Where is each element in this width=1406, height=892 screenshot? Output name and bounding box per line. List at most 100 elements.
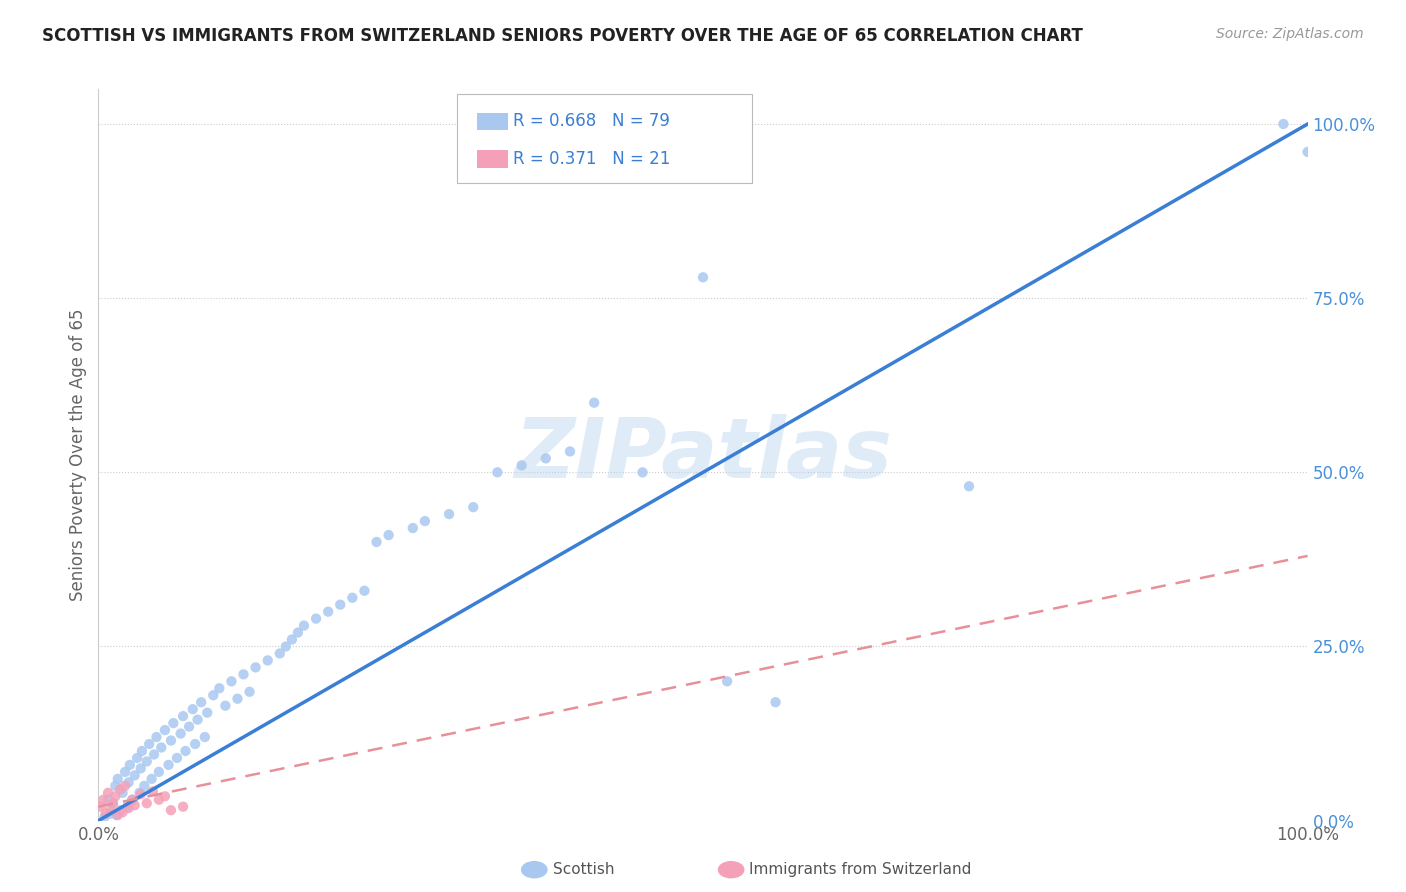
Text: Scottish: Scottish xyxy=(553,863,614,877)
Point xyxy=(510,458,533,473)
Point xyxy=(172,709,194,723)
Point xyxy=(172,799,194,814)
Point xyxy=(184,737,207,751)
Point xyxy=(131,744,153,758)
Point xyxy=(153,723,176,737)
Point xyxy=(145,730,167,744)
Point xyxy=(160,803,183,817)
Point xyxy=(221,674,243,689)
Point xyxy=(124,768,146,782)
Point xyxy=(353,583,375,598)
Point xyxy=(97,793,120,807)
Point xyxy=(187,713,209,727)
Point xyxy=(105,808,128,822)
Y-axis label: Seniors Poverty Over the Age of 65: Seniors Poverty Over the Age of 65 xyxy=(69,309,87,601)
Point xyxy=(765,695,787,709)
Point xyxy=(269,647,291,661)
Point xyxy=(121,793,143,807)
Point xyxy=(631,466,654,480)
Point xyxy=(160,733,183,747)
Text: ZIPatlas: ZIPatlas xyxy=(515,415,891,495)
Point xyxy=(108,803,131,817)
Point xyxy=(124,798,146,813)
Point xyxy=(366,535,388,549)
Point xyxy=(101,796,124,810)
Point xyxy=(90,799,112,814)
Point xyxy=(91,793,114,807)
Point xyxy=(148,764,170,779)
Point xyxy=(305,612,328,626)
Point xyxy=(957,479,980,493)
Point xyxy=(239,685,262,699)
Point xyxy=(118,758,141,772)
Point xyxy=(202,688,225,702)
Point xyxy=(162,716,184,731)
Point xyxy=(377,528,399,542)
Text: R = 0.668   N = 79: R = 0.668 N = 79 xyxy=(513,112,671,130)
Point xyxy=(281,632,304,647)
Point xyxy=(127,751,149,765)
Point xyxy=(97,786,120,800)
Point xyxy=(583,395,606,409)
Point xyxy=(413,514,436,528)
Point xyxy=(1272,117,1295,131)
Point xyxy=(138,737,160,751)
Point xyxy=(534,451,557,466)
Point xyxy=(111,805,134,820)
Point xyxy=(692,270,714,285)
Point xyxy=(195,706,218,720)
Point xyxy=(174,744,197,758)
Text: R = 0.371   N = 21: R = 0.371 N = 21 xyxy=(513,150,671,169)
Point xyxy=(208,681,231,696)
Point xyxy=(169,726,191,740)
Point xyxy=(179,720,201,734)
Point xyxy=(342,591,364,605)
Point xyxy=(402,521,425,535)
Point xyxy=(121,793,143,807)
Point xyxy=(245,660,267,674)
Point xyxy=(150,740,173,755)
Point xyxy=(107,772,129,786)
Point xyxy=(117,799,139,814)
Point xyxy=(101,796,124,810)
Point xyxy=(232,667,254,681)
Point xyxy=(129,761,152,775)
Point xyxy=(1296,145,1319,159)
Point xyxy=(329,598,352,612)
Point xyxy=(135,796,157,810)
Point xyxy=(118,775,141,789)
Point xyxy=(135,755,157,769)
Point xyxy=(118,801,141,815)
Point xyxy=(93,810,115,824)
Point xyxy=(463,500,485,515)
Point xyxy=(134,779,156,793)
Point xyxy=(100,806,122,821)
Point xyxy=(143,747,166,762)
Point xyxy=(181,702,204,716)
Point xyxy=(104,789,127,804)
Point xyxy=(287,625,309,640)
Text: Immigrants from Switzerland: Immigrants from Switzerland xyxy=(749,863,972,877)
Point xyxy=(486,466,509,480)
Point xyxy=(114,779,136,793)
Text: SCOTTISH VS IMMIGRANTS FROM SWITZERLAND SENIORS POVERTY OVER THE AGE OF 65 CORRE: SCOTTISH VS IMMIGRANTS FROM SWITZERLAND … xyxy=(42,27,1083,45)
Point xyxy=(716,674,738,689)
Text: Source: ZipAtlas.com: Source: ZipAtlas.com xyxy=(1216,27,1364,41)
Point xyxy=(100,803,122,817)
Point xyxy=(104,779,127,793)
Point xyxy=(274,640,297,654)
Point xyxy=(128,786,150,800)
Point xyxy=(153,789,176,804)
Point xyxy=(316,605,339,619)
Point xyxy=(437,507,460,521)
Point xyxy=(292,618,315,632)
Point xyxy=(94,806,117,821)
Point xyxy=(129,787,152,801)
Point xyxy=(107,808,129,822)
Point xyxy=(157,758,180,772)
Point xyxy=(194,730,217,744)
Point xyxy=(190,695,212,709)
Point xyxy=(111,786,134,800)
Point xyxy=(114,764,136,779)
Point xyxy=(108,782,131,797)
